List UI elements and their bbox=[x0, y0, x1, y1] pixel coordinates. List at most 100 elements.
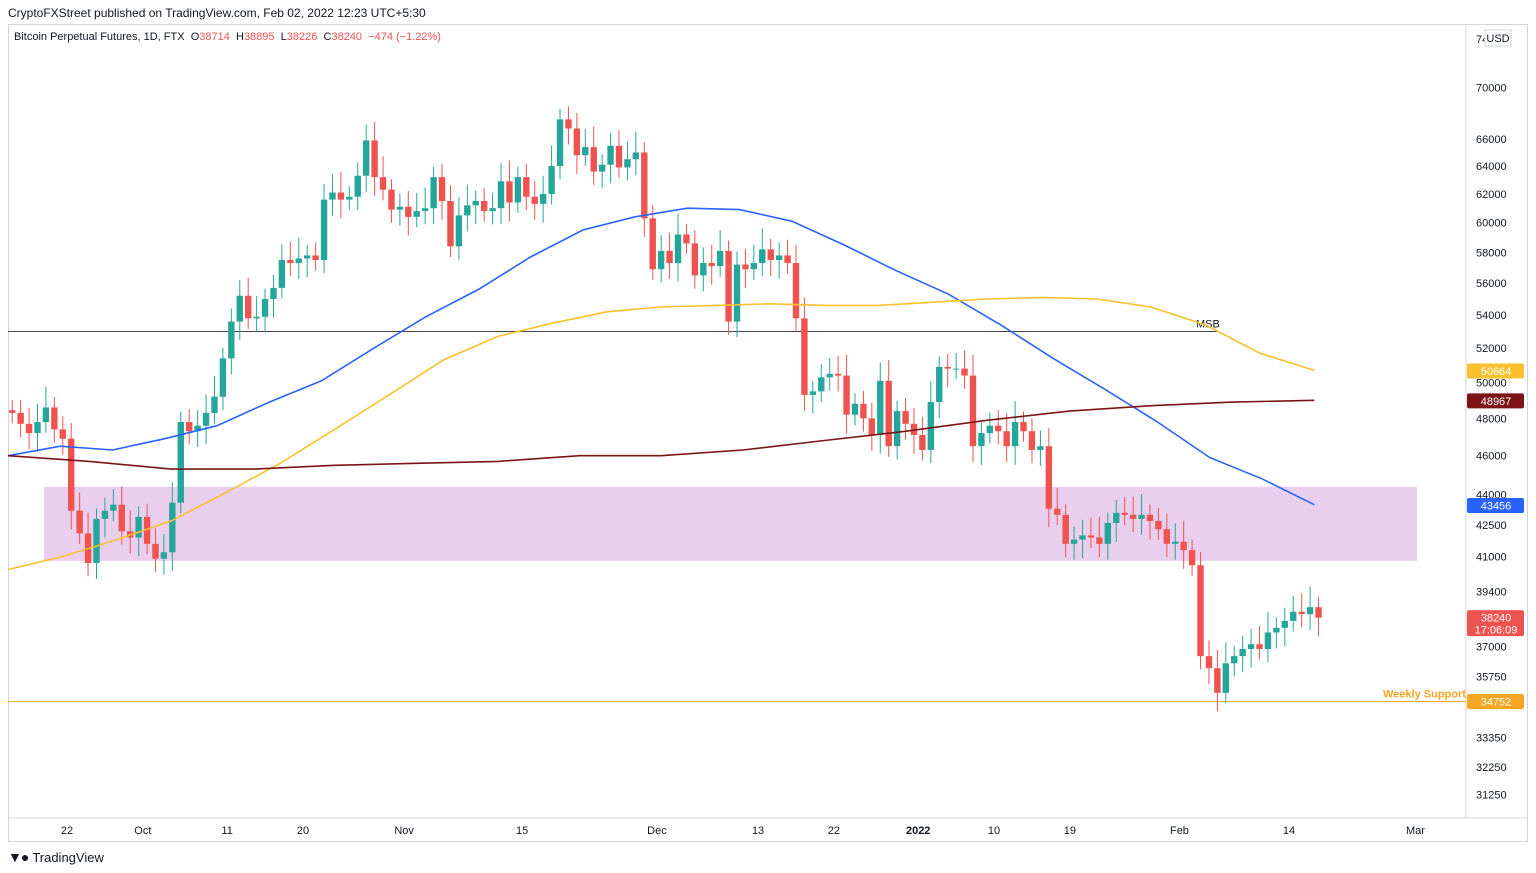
y-tick-label: 48000 bbox=[1476, 413, 1507, 425]
candle-body bbox=[244, 295, 252, 319]
x-tick-label: 15 bbox=[516, 825, 528, 837]
candle-body bbox=[1146, 514, 1154, 521]
candle-body bbox=[160, 552, 168, 559]
candle-body bbox=[447, 201, 454, 247]
candle-body bbox=[101, 510, 109, 519]
candle-body bbox=[708, 263, 715, 267]
candle-body bbox=[9, 410, 16, 413]
candle-body bbox=[1197, 565, 1204, 657]
candle-body bbox=[51, 407, 58, 430]
x-tick-label: Oct bbox=[134, 825, 151, 837]
candle-body bbox=[185, 422, 193, 432]
candle-body bbox=[750, 263, 758, 270]
candle-body bbox=[421, 208, 429, 212]
candle-body bbox=[1163, 529, 1171, 544]
candle-body bbox=[497, 181, 505, 209]
x-tick-label: 22 bbox=[828, 825, 840, 837]
candle-body bbox=[1045, 446, 1053, 509]
x-tick-label: 10 bbox=[988, 825, 1000, 837]
candle-body bbox=[455, 215, 463, 247]
candle-body bbox=[278, 259, 286, 288]
candle-body bbox=[17, 412, 24, 424]
x-tick-label: 13 bbox=[752, 825, 764, 837]
candle-body bbox=[674, 234, 682, 264]
price-tag-bg bbox=[1467, 363, 1524, 379]
candle-body bbox=[641, 152, 648, 219]
candle-body bbox=[607, 145, 614, 165]
candle-body bbox=[329, 192, 336, 200]
moving-average-0 bbox=[7, 207, 1315, 506]
candle-body bbox=[1138, 514, 1145, 519]
candle-body bbox=[548, 166, 555, 194]
x-tick-label: 14 bbox=[1283, 825, 1295, 837]
x-tick-label: Nov bbox=[394, 825, 414, 837]
candle-body bbox=[514, 177, 522, 203]
candle-body bbox=[936, 366, 943, 403]
tradingview-mark-icon: ▼● bbox=[8, 849, 29, 865]
candle-body bbox=[1247, 644, 1255, 649]
candle-body bbox=[371, 140, 378, 178]
publisher-credit: CryptoFXStreet published on TradingView.… bbox=[8, 6, 426, 20]
candle-body bbox=[379, 177, 387, 190]
tradingview-brand: TradingView bbox=[32, 849, 104, 865]
y-tick-label: 66000 bbox=[1476, 134, 1507, 146]
low-label: L bbox=[280, 31, 287, 43]
price-tag-value: 50664 bbox=[1481, 366, 1512, 378]
y-tick-label: 35750 bbox=[1476, 672, 1507, 684]
candle-body bbox=[834, 373, 842, 376]
candle-body bbox=[489, 208, 496, 212]
candle-body bbox=[961, 368, 968, 376]
candle-body bbox=[1121, 512, 1128, 515]
candle-body bbox=[919, 434, 926, 450]
candle-body bbox=[573, 128, 581, 156]
candle-body bbox=[228, 321, 235, 359]
candle-body bbox=[893, 411, 901, 447]
y-tick-label: 37000 bbox=[1476, 642, 1507, 654]
candle-body bbox=[784, 255, 791, 264]
candle-body bbox=[1155, 520, 1162, 530]
candle-body bbox=[944, 366, 951, 369]
y-tick-label: 70000 bbox=[1476, 82, 1507, 94]
tradingview-logo[interactable]: ▼● TradingView bbox=[8, 849, 104, 865]
candle-body bbox=[733, 264, 741, 322]
candle-body bbox=[615, 145, 623, 168]
candle-body bbox=[270, 287, 277, 299]
candle-body bbox=[1273, 627, 1280, 633]
change-value: −474 (−1.22%) bbox=[368, 31, 441, 43]
high-label: H bbox=[235, 31, 244, 43]
candle-body bbox=[312, 255, 319, 260]
price-tag-value: 43456 bbox=[1481, 501, 1512, 513]
y-tick-label: 54000 bbox=[1476, 310, 1507, 322]
candle-body bbox=[843, 375, 850, 415]
chart-frame[interactable] bbox=[8, 24, 1528, 842]
candle-body bbox=[388, 189, 395, 210]
candle-body bbox=[801, 318, 808, 395]
candle-body bbox=[1011, 422, 1019, 447]
candle-body bbox=[1087, 535, 1095, 538]
y-tick-label: 33350 bbox=[1476, 733, 1507, 745]
candle-body bbox=[76, 510, 83, 534]
candle-body bbox=[1096, 537, 1103, 544]
candle-body bbox=[700, 263, 707, 276]
candle-body bbox=[885, 380, 892, 447]
candle-body bbox=[632, 152, 640, 160]
x-tick-label: 22 bbox=[61, 825, 73, 837]
x-tick-label: Feb bbox=[1170, 825, 1189, 837]
candle-body bbox=[1104, 523, 1112, 544]
close-value: 38240 bbox=[331, 31, 363, 43]
candle-body bbox=[219, 358, 227, 397]
candle-body bbox=[1054, 508, 1061, 515]
level-label-1: Weekly Support bbox=[1383, 689, 1466, 701]
candle-body bbox=[1062, 514, 1069, 544]
y-tick-label: 56000 bbox=[1476, 278, 1507, 290]
x-tick-label: 19 bbox=[1064, 825, 1076, 837]
candle-body bbox=[691, 243, 699, 276]
candle-body bbox=[902, 411, 909, 424]
candle-body bbox=[211, 396, 218, 413]
candle-body bbox=[877, 380, 884, 435]
candle-body bbox=[759, 249, 766, 264]
candle-body bbox=[666, 250, 673, 264]
candle-body bbox=[1079, 535, 1086, 540]
candle-body bbox=[860, 403, 867, 419]
